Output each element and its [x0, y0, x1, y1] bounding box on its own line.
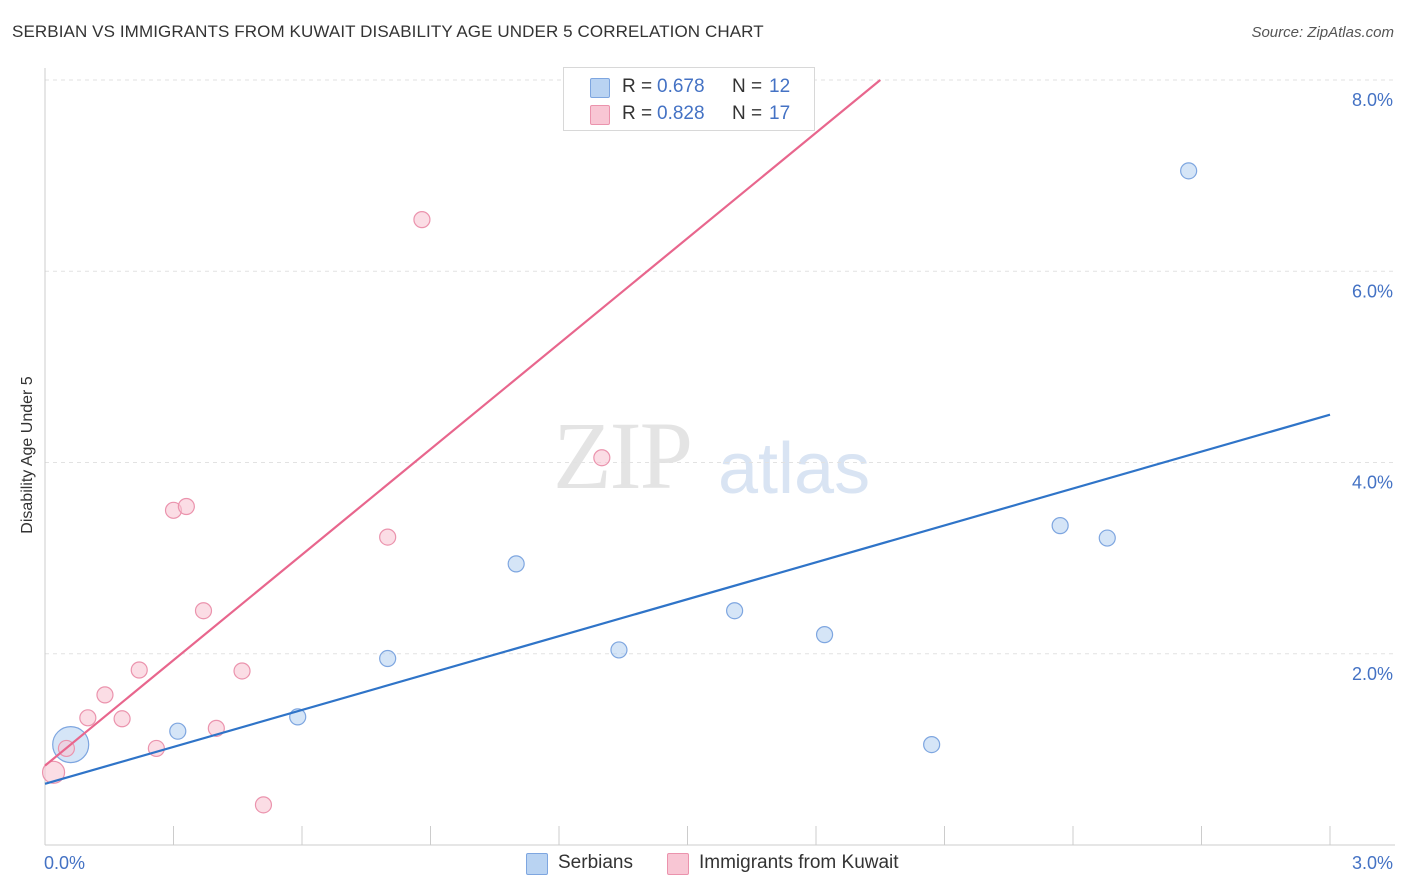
- data-point-serbians: [726, 602, 744, 620]
- data-point-serbians: [923, 735, 941, 754]
- data-point-kuwait: [79, 709, 97, 727]
- source-label: Source: ZipAtlas.com: [1251, 24, 1394, 41]
- data-point-kuwait: [379, 528, 397, 546]
- y-tick-label: 2.0%: [1352, 664, 1393, 684]
- data-point-kuwait: [413, 211, 431, 229]
- data-point-serbians: [610, 641, 628, 659]
- legend-n-label: N =: [732, 103, 763, 124]
- legend-n-value: 17: [769, 103, 791, 124]
- data-point-kuwait: [233, 662, 251, 680]
- y-tick-label: 6.0%: [1352, 281, 1393, 301]
- x-tick-label: 0.0%: [44, 853, 85, 873]
- data-point-serbians: [379, 649, 397, 668]
- legend-r-label: R =: [622, 103, 653, 124]
- data-point-kuwait: [254, 796, 273, 814]
- chart-title: SERBIAN VS IMMIGRANTS FROM KUWAIT DISABI…: [12, 22, 764, 41]
- data-point-kuwait: [130, 661, 148, 679]
- data-point-kuwait: [194, 602, 213, 620]
- bottom-legend-swatch-serbians: [526, 853, 548, 875]
- data-point-kuwait: [113, 710, 131, 728]
- legend-r-value: 0.678: [657, 76, 705, 97]
- y-tick-label: 8.0%: [1352, 90, 1393, 110]
- watermark-zip: ZIP: [553, 402, 693, 509]
- legend-row-serbians: R = 0.678 N = 12: [564, 74, 814, 100]
- data-point-serbians: [815, 626, 834, 644]
- data-point-kuwait: [96, 686, 114, 704]
- legend-row-kuwait: R = 0.828 N = 17: [564, 101, 814, 127]
- legend-swatch-kuwait: [590, 105, 610, 125]
- watermark-atlas: atlas: [718, 429, 871, 509]
- legend-r-label: R =: [622, 76, 653, 97]
- data-point-kuwait: [41, 760, 66, 784]
- y-tick-label: 4.0%: [1352, 473, 1393, 493]
- bottom-legend-swatch-kuwait: [667, 853, 689, 875]
- legend-r-value: 0.828: [657, 103, 705, 124]
- data-point-serbians: [1051, 517, 1069, 535]
- trend-line-kuwait: [44, 79, 881, 767]
- bottom-legend-label-kuwait: Immigrants from Kuwait: [699, 852, 899, 873]
- legend: R = 0.678 N = 12 R = 0.828 N = 17: [563, 67, 815, 131]
- data-point-kuwait: [177, 497, 195, 516]
- legend-swatch-serbians: [590, 78, 610, 98]
- data-point-serbians: [507, 555, 525, 573]
- legend-n-value: 12: [769, 76, 791, 97]
- data-point-serbians: [169, 722, 187, 740]
- x-tick-label: 3.0%: [1352, 853, 1393, 873]
- bottom-legend-label-serbians: Serbians: [558, 852, 633, 873]
- data-point-kuwait: [593, 449, 611, 467]
- trend-line-serbians: [44, 413, 1331, 785]
- data-point-serbians: [1180, 162, 1198, 180]
- legend-n-label: N =: [732, 76, 763, 97]
- data-point-serbians: [1098, 529, 1116, 547]
